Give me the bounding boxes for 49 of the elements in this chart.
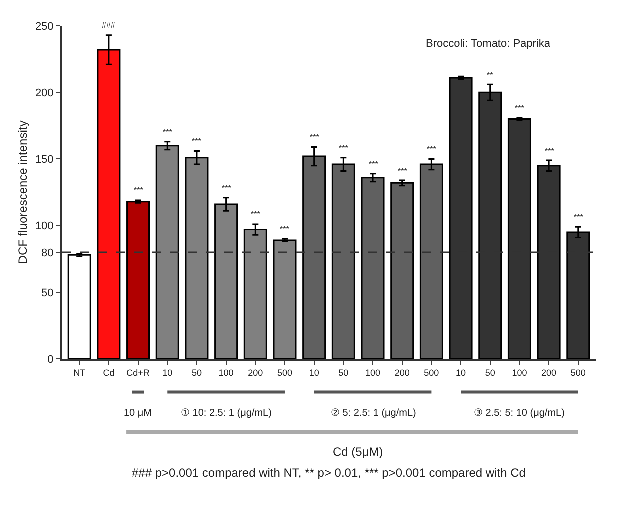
y-axis-title: DCF fluorescence intensity (16, 120, 30, 264)
data-label: *** (339, 144, 348, 153)
y-tick-label: 0 (48, 354, 54, 366)
y-tick-label: 250 (35, 20, 54, 33)
data-label: ** (487, 71, 494, 80)
text: 10 μM (124, 408, 152, 419)
y-tick-label: 150 (35, 154, 54, 166)
data-label: *** (222, 184, 232, 193)
x-tick-label: Cd+R (126, 368, 150, 378)
data-label: *** (574, 213, 584, 222)
x-tick-label: 500 (277, 368, 293, 378)
data-label: *** (280, 225, 290, 234)
data-label: *** (163, 128, 172, 137)
x-tick-label: 50 (338, 368, 349, 378)
data-label: *** (134, 186, 144, 195)
data-label: *** (398, 167, 408, 176)
text: Cd (5μM) (333, 445, 384, 459)
data-label: *** (545, 147, 554, 156)
text: ### p>0.001 compared with NT, ** p> 0.01, *** p>0.001 compared with Cd (132, 466, 526, 480)
x-tick-label: 200 (394, 368, 410, 378)
x-tick-label: 50 (192, 368, 202, 378)
text: ② 5: 2.5: 1 (μg/mL) (331, 408, 416, 419)
text: Broccoli: Tomato: Paprika (426, 38, 552, 50)
data-label: *** (515, 104, 524, 113)
x-tick-label: 10 (309, 368, 320, 378)
y-tick-label: 50 (42, 287, 54, 300)
x-tick-label: 100 (512, 368, 528, 378)
x-tick-label: 100 (365, 368, 381, 378)
x-tick-label: 200 (542, 368, 557, 378)
x-tick-label: 100 (218, 368, 234, 378)
y-tick-label: 80 (42, 247, 54, 260)
x-tick-label: NT (74, 368, 86, 378)
x-tick-label: 500 (424, 368, 440, 378)
data-label: *** (310, 133, 320, 142)
y-tick-label: 100 (35, 220, 54, 233)
data-label: ### (102, 21, 116, 30)
data-label: *** (369, 160, 378, 169)
text: ③ 2.5: 5: 10 (μg/mL) (474, 408, 565, 419)
text: ① 10: 2.5: 1 (μg/mL) (181, 408, 272, 419)
x-tick-label: Cd (103, 368, 115, 378)
data-label: *** (427, 145, 436, 154)
x-tick-label: 10 (456, 368, 466, 378)
x-tick-label: 10 (162, 368, 173, 378)
data-label: *** (251, 210, 260, 219)
x-tick-label: 500 (570, 368, 586, 378)
x-tick-label: 50 (485, 368, 496, 378)
y-tick-label: 200 (35, 87, 54, 100)
data-label: *** (192, 137, 202, 146)
x-tick-label: 200 (248, 368, 264, 378)
